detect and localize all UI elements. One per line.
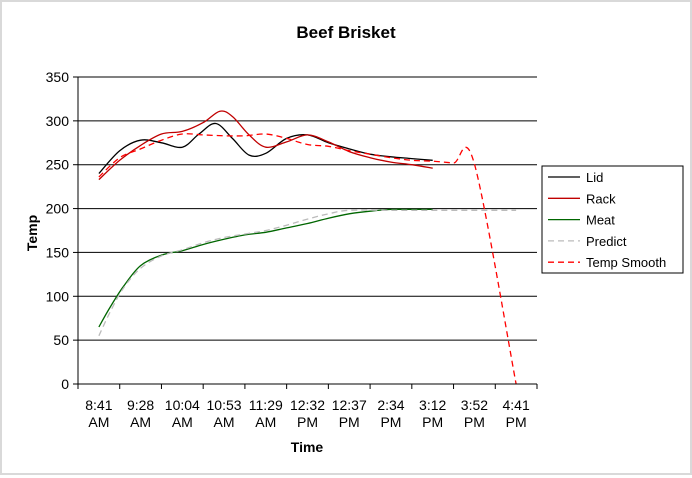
x-tick-label-ampm: AM <box>255 414 276 430</box>
axes <box>73 76 538 389</box>
x-tick-labels: 8:41AM9:28AM10:04AM10:53AM11:29AM12:32PM… <box>85 397 530 430</box>
y-axis-title: Temp <box>24 215 40 251</box>
x-tick-label-time: 10:04 <box>165 397 200 413</box>
x-tick-label-ampm: PM <box>422 414 443 430</box>
y-tick-label: 100 <box>46 288 70 304</box>
chart-title: Beef Brisket <box>296 23 396 42</box>
legend-label-temp-smooth: Temp Smooth <box>586 255 666 270</box>
x-tick-label-time: 12:37 <box>332 397 367 413</box>
x-tick-label-time: 3:12 <box>419 397 446 413</box>
legend-label-meat: Meat <box>586 213 615 228</box>
line-chart: Beef Brisket Time Temp 0 50 100 150 200 250 30… <box>24 23 684 455</box>
x-tick-label-ampm: PM <box>380 414 401 430</box>
y-tick-label: 0 <box>61 376 69 392</box>
legend-label-lid: Lid <box>586 170 603 185</box>
x-tick-label-time: 4:41 <box>503 397 530 413</box>
gridlines <box>78 76 537 341</box>
x-tick-label-time: 3:52 <box>461 397 488 413</box>
series-line-predict <box>98 209 517 337</box>
y-tick-label: 150 <box>46 244 70 260</box>
x-tick-label-ampm: AM <box>172 414 193 430</box>
x-tick-label-time: 8:41 <box>85 397 112 413</box>
series-lines <box>98 110 517 385</box>
x-tick-label-ampm: PM <box>506 414 527 430</box>
x-tick-label-time: 2:34 <box>377 397 404 413</box>
series-line-temp-smooth <box>98 133 517 385</box>
y-tick-label: 200 <box>46 201 70 217</box>
y-tick-label: 250 <box>46 157 70 173</box>
x-tick-label-ampm: AM <box>214 414 235 430</box>
legend-label-rack: Rack <box>586 191 616 206</box>
x-tick-label-ampm: PM <box>464 414 485 430</box>
x-tick-label-ampm: AM <box>130 414 151 430</box>
series-line-rack <box>98 110 433 181</box>
x-tick-label-time: 10:53 <box>207 397 242 413</box>
x-tick-label-ampm: PM <box>297 414 318 430</box>
x-tick-label-time: 11:29 <box>249 397 283 413</box>
x-tick-label-ampm: PM <box>339 414 360 430</box>
y-tick-labels: 0 50 100 150 200 250 300 350 <box>46 69 70 392</box>
x-tick-label-time: 9:28 <box>127 397 154 413</box>
y-tick-label: 350 <box>46 69 70 85</box>
y-tick-label: 300 <box>46 113 70 129</box>
series-line-lid <box>98 122 433 174</box>
legend-label-predict: Predict <box>586 234 627 249</box>
legend: Lid Rack Meat Predict Temp Smooth <box>541 165 684 274</box>
series-line-meat <box>98 208 433 328</box>
x-tick-label-ampm: AM <box>88 414 109 430</box>
x-axis-title: Time <box>291 439 324 455</box>
y-tick-label: 50 <box>53 332 69 348</box>
x-tick-label-time: 12:32 <box>290 397 325 413</box>
